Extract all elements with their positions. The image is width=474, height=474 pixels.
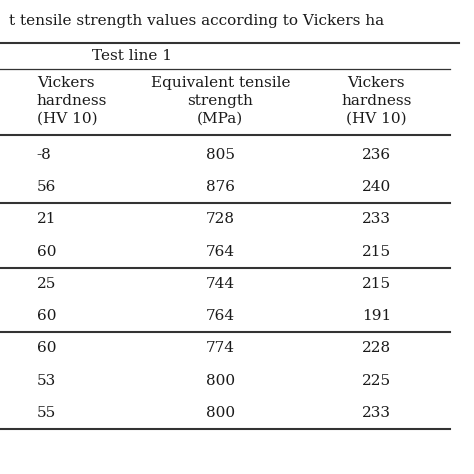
Text: hardness: hardness xyxy=(341,94,411,108)
Text: (HV 10): (HV 10) xyxy=(346,112,407,126)
Text: 805: 805 xyxy=(206,148,235,162)
Text: 215: 215 xyxy=(362,277,391,291)
Text: 728: 728 xyxy=(206,212,235,227)
Text: 56: 56 xyxy=(36,180,56,194)
Text: (MPa): (MPa) xyxy=(197,112,243,126)
Text: Vickers: Vickers xyxy=(347,76,405,90)
Text: 800: 800 xyxy=(206,374,235,388)
Text: 240: 240 xyxy=(362,180,391,194)
Text: 228: 228 xyxy=(362,341,391,356)
Text: 764: 764 xyxy=(206,309,235,323)
Text: 60: 60 xyxy=(36,309,56,323)
Text: -8: -8 xyxy=(36,148,52,162)
Text: Equivalent tensile: Equivalent tensile xyxy=(151,76,290,90)
Text: 744: 744 xyxy=(206,277,235,291)
Text: t tensile strength values according to Vickers ha: t tensile strength values according to V… xyxy=(9,14,384,28)
Text: 225: 225 xyxy=(362,374,391,388)
Text: 55: 55 xyxy=(36,406,56,420)
Text: Vickers: Vickers xyxy=(36,76,94,90)
Text: hardness: hardness xyxy=(36,94,107,108)
Text: Test line 1: Test line 1 xyxy=(92,49,172,63)
Text: 60: 60 xyxy=(36,245,56,259)
Text: 21: 21 xyxy=(36,212,56,227)
Text: 215: 215 xyxy=(362,245,391,259)
Text: 53: 53 xyxy=(36,374,56,388)
Text: 25: 25 xyxy=(36,277,56,291)
Text: 191: 191 xyxy=(362,309,391,323)
Text: 876: 876 xyxy=(206,180,235,194)
Text: 774: 774 xyxy=(206,341,235,356)
Text: strength: strength xyxy=(187,94,253,108)
Text: 233: 233 xyxy=(362,212,391,227)
Text: (HV 10): (HV 10) xyxy=(36,112,97,126)
Text: 60: 60 xyxy=(36,341,56,356)
Text: 764: 764 xyxy=(206,245,235,259)
Text: 800: 800 xyxy=(206,406,235,420)
Text: 233: 233 xyxy=(362,406,391,420)
Text: 236: 236 xyxy=(362,148,391,162)
